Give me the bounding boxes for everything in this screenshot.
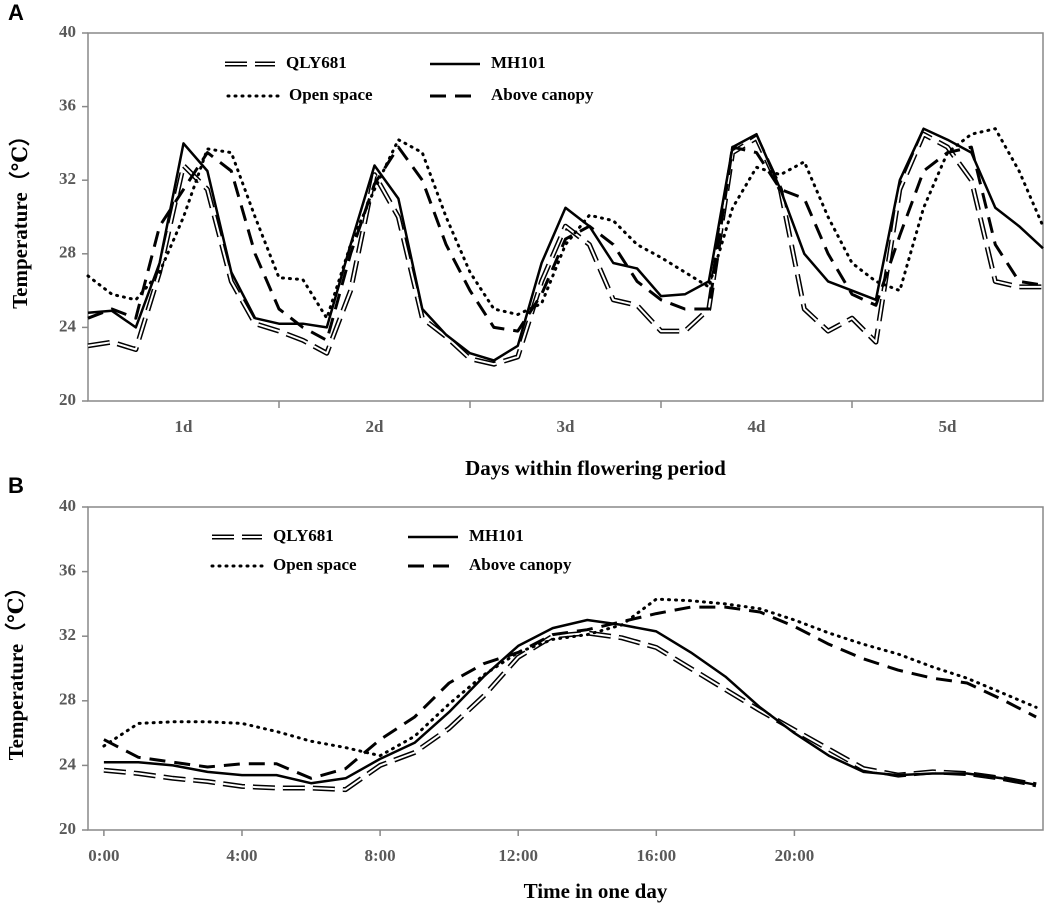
y-axis-label: Temperature（℃） (8, 125, 32, 309)
y-tick-label: 36 (59, 96, 76, 115)
x-tick-label: 16:00 (636, 846, 676, 865)
y-tick-label: 28 (59, 690, 76, 709)
y-tick-label: 40 (59, 22, 76, 41)
series-line (102, 597, 1038, 758)
panel-label: A (8, 0, 24, 25)
y-axis-label: Temperature（℃） (4, 577, 28, 761)
legend-label: MH101 (469, 526, 524, 545)
panel-label: B (8, 473, 24, 498)
legend-label: MH101 (491, 53, 546, 72)
legend-label: QLY681 (286, 53, 347, 72)
series-line (103, 630, 1037, 793)
legend-label: Open space (273, 555, 357, 574)
y-tick-label: 24 (59, 316, 77, 335)
x-tick-label: 20:00 (775, 846, 815, 865)
x-axis-label: Time in one day (524, 879, 668, 903)
series-line (103, 618, 1037, 787)
legend-label: Open space (289, 85, 373, 104)
series-line (87, 127, 1044, 362)
x-tick-label: 2d (366, 417, 385, 436)
y-tick-label: 36 (59, 561, 76, 580)
x-tick-label: 4d (748, 417, 767, 436)
x-axis-label: Days within flowering period (465, 456, 726, 480)
x-tick-label: 4:00 (226, 846, 257, 865)
y-tick-label: 24 (59, 754, 77, 773)
y-tick-label: 32 (59, 169, 76, 188)
legend-label: Above canopy (491, 85, 594, 104)
x-tick-label: 3d (557, 417, 576, 436)
x-tick-label: 0:00 (88, 846, 119, 865)
series-line (86, 127, 1045, 320)
plot-frame (87, 506, 1044, 831)
x-tick-label: 1d (175, 417, 194, 436)
x-tick-label: 8:00 (365, 846, 396, 865)
x-tick-label: 5d (939, 417, 958, 436)
plot-frame (87, 32, 1044, 402)
series-line-core (103, 632, 1037, 791)
x-tick-label: 12:00 (498, 846, 538, 865)
series-line-core (87, 133, 1043, 366)
series-line (87, 131, 1043, 367)
y-tick-label: 28 (59, 243, 76, 262)
y-tick-label: 20 (59, 819, 76, 838)
legend-label: Above canopy (469, 555, 572, 574)
y-tick-label: 20 (59, 390, 76, 409)
series-line (87, 145, 1044, 342)
legend-label: QLY681 (273, 526, 334, 545)
y-tick-label: 40 (59, 496, 76, 515)
y-tick-label: 32 (59, 625, 76, 644)
series-line (103, 605, 1037, 780)
